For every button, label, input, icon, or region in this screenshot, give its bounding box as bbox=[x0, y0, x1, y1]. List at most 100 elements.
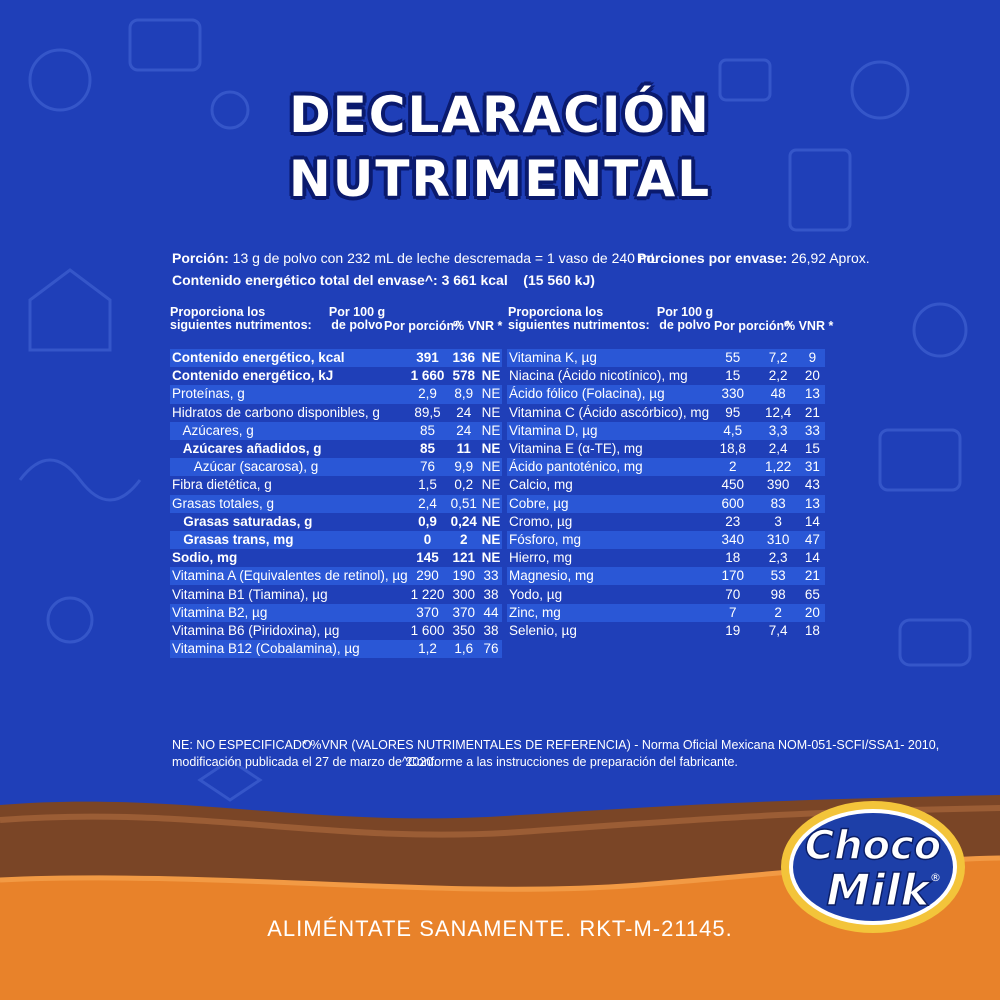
vnr-value: 38 bbox=[483, 622, 499, 638]
vnr-value: 14 bbox=[804, 550, 820, 566]
nutrient-name: Grasas saturadas, g bbox=[172, 513, 313, 529]
doodle-pattern bbox=[18, 18, 972, 802]
per-100g-value: 18 bbox=[725, 550, 741, 566]
nutrient-row: Vitamina K, µg 55 7,2 9 bbox=[507, 349, 825, 368]
nutrient-name: Azúcares, g bbox=[170, 421, 408, 440]
nutrient-row: Niacina (Ácido nicotínico), mg 15 2,2 20 bbox=[507, 367, 825, 385]
header-nutrient-left: Proporciona los siguientes nutrimentos: bbox=[170, 305, 312, 332]
nutrient-row: Grasas totales, g 2,4 0,51 NE bbox=[170, 494, 502, 513]
logo-registered-mark: ® bbox=[930, 871, 941, 884]
nutrient-name: Zinc, mg bbox=[507, 603, 710, 622]
nutrient-row: Azúcares, g 85 24 NE bbox=[170, 421, 502, 440]
vnr-value: 47 bbox=[799, 530, 825, 550]
nutrient-row: Fibra dietética, g 1,5 0,2 NE bbox=[170, 476, 502, 494]
nutrient-row: Vitamina B12 (Cobalamina), µg 1,2 1,6 76 bbox=[170, 640, 502, 659]
nutrient-row: Contenido energético, kcal 391 136 NE bbox=[170, 349, 502, 368]
per-portion-value: 370 bbox=[447, 603, 481, 622]
per-portion-value: 136 bbox=[447, 349, 481, 368]
vnr-value: 14 bbox=[804, 513, 820, 529]
per-portion-value: 7,2 bbox=[756, 349, 800, 368]
nutrient-name: Azúcares añadidos, g bbox=[172, 441, 322, 457]
vnr-value: NE bbox=[480, 458, 502, 477]
logo-line-2: Milk bbox=[826, 865, 932, 916]
nutrient-row: Zinc, mg 7 2 20 bbox=[507, 603, 825, 622]
vnr-value: NE bbox=[481, 441, 501, 457]
nutrient-row: Cromo, µg 23 3 14 bbox=[507, 513, 825, 531]
per-100g-value: 89,5 bbox=[414, 404, 441, 420]
per-100g-value: 70 bbox=[725, 586, 741, 602]
choco-milk-logo: Choco Milk ® bbox=[781, 801, 965, 933]
per-100g-value: 1,2 bbox=[407, 640, 448, 659]
nutrient-row: Vitamina E (α-TE), mg 18,8 2,4 15 bbox=[507, 440, 825, 458]
nutrient-name: Magnesio, mg bbox=[507, 567, 710, 586]
nutrient-row: Azúcar (sacarosa), g 76 9,9 NE bbox=[170, 458, 502, 477]
vnr-value: NE bbox=[480, 421, 502, 440]
per-portion-value: 7,4 bbox=[768, 622, 788, 638]
per-portion-value: 24 bbox=[447, 421, 481, 440]
per-100g-value: 170 bbox=[709, 567, 757, 586]
servings-value: 26,92 Aprox. bbox=[791, 250, 870, 266]
per-portion-value: 3,3 bbox=[756, 421, 800, 440]
vnr-value: 20 bbox=[799, 603, 825, 622]
logo-line-1: Choco bbox=[805, 823, 942, 869]
per-100g-value: 95 bbox=[725, 404, 741, 420]
per-100g-value: 2 bbox=[709, 458, 757, 477]
per-portion-value: 1,22 bbox=[756, 458, 800, 477]
per-portion-value: 53 bbox=[756, 567, 800, 586]
footnote-modification: modificación publicada el 27 de marzo de… bbox=[172, 755, 437, 769]
nutrient-name: Vitamina A (Equivalentes de retinol), µg bbox=[170, 567, 408, 586]
nutrient-row: Azúcares añadidos, g 85 11 NE bbox=[170, 440, 502, 458]
footnote-preparation: ^Conforme a las instrucciones de prepara… bbox=[402, 755, 738, 769]
energy-line: Contenido energético total del envase^: … bbox=[172, 272, 595, 288]
vnr-value: 20 bbox=[804, 368, 820, 384]
nutrient-row: Vitamina A (Equivalentes de retinol), µg… bbox=[170, 567, 502, 586]
nutrient-name: Fibra dietética, g bbox=[172, 477, 272, 493]
nutrient-name: Selenio, µg bbox=[509, 622, 577, 638]
header-vnr-left: % VNR * bbox=[453, 319, 503, 333]
per-100g-value: 2,4 bbox=[407, 494, 448, 513]
nutrient-name: Vitamina K, µg bbox=[507, 349, 710, 368]
per-portion-value: 11 bbox=[456, 441, 471, 457]
nutrient-name: Calcio, mg bbox=[509, 477, 573, 493]
vnr-value: 31 bbox=[799, 458, 825, 477]
vnr-value: NE bbox=[481, 513, 501, 529]
per-portion-value: 83 bbox=[756, 494, 800, 513]
nutrient-row: Calcio, mg 450 390 43 bbox=[507, 476, 825, 494]
vnr-value: NE bbox=[480, 494, 502, 513]
nutrient-row: Fósforo, mg 340 310 47 bbox=[507, 530, 825, 550]
vnr-value: 33 bbox=[480, 567, 502, 586]
nutrient-name: Vitamina B12 (Cobalamina), µg bbox=[170, 640, 408, 659]
nutrient-name: Vitamina D, µg bbox=[507, 421, 710, 440]
per-100g-value: 2,9 bbox=[407, 385, 448, 404]
vnr-value: NE bbox=[480, 530, 502, 550]
vnr-value: 21 bbox=[799, 567, 825, 586]
nutrient-row: Contenido energético, kJ 1 660 578 NE bbox=[170, 367, 502, 385]
vnr-value: NE bbox=[481, 550, 501, 566]
per-portion-value: 190 bbox=[447, 567, 481, 586]
per-portion-value: 12,4 bbox=[764, 404, 792, 420]
nutrient-name: Proteínas, g bbox=[170, 385, 408, 404]
portion-label: Porción: bbox=[172, 250, 229, 266]
nutrient-row: Hidratos de carbono disponibles, g 89,5 24… bbox=[170, 404, 502, 422]
per-100g-value: 1,5 bbox=[418, 477, 437, 493]
nutrition-table-left: Contenido energético, kcal 391 136 NE Conten… bbox=[170, 349, 502, 659]
per-100g-value: 330 bbox=[709, 385, 757, 404]
per-100g-value: 600 bbox=[709, 494, 757, 513]
per-100g-value: 391 bbox=[407, 349, 448, 368]
header-per-portion-left: Por porción^ bbox=[384, 319, 462, 333]
vnr-value: NE bbox=[481, 368, 501, 384]
nutrition-table-right: Vitamina K, µg 55 7,2 9 Niacina (Ácido nicot… bbox=[507, 349, 825, 640]
portion-text: 13 g de polvo con 232 mL de leche descre… bbox=[232, 250, 659, 266]
per-portion-value: 2 bbox=[756, 603, 800, 622]
per-portion-value: 2 bbox=[447, 530, 481, 550]
per-100g-value: 0 bbox=[407, 530, 448, 550]
per-portion-value: 24 bbox=[456, 404, 472, 420]
per-portion-value: 8,9 bbox=[447, 385, 481, 404]
vnr-value: 9 bbox=[799, 349, 825, 368]
nutrient-name: Grasas totales, g bbox=[170, 494, 408, 513]
nutrient-row: Cobre, µg 600 83 13 bbox=[507, 494, 825, 513]
nutrient-name: Ácido pantoténico, mg bbox=[507, 458, 710, 477]
nutrient-name: Fósforo, mg bbox=[507, 530, 710, 550]
nutrient-row: Vitamina C (Ácido ascórbico), mg 95 12,4 21 bbox=[507, 404, 825, 422]
